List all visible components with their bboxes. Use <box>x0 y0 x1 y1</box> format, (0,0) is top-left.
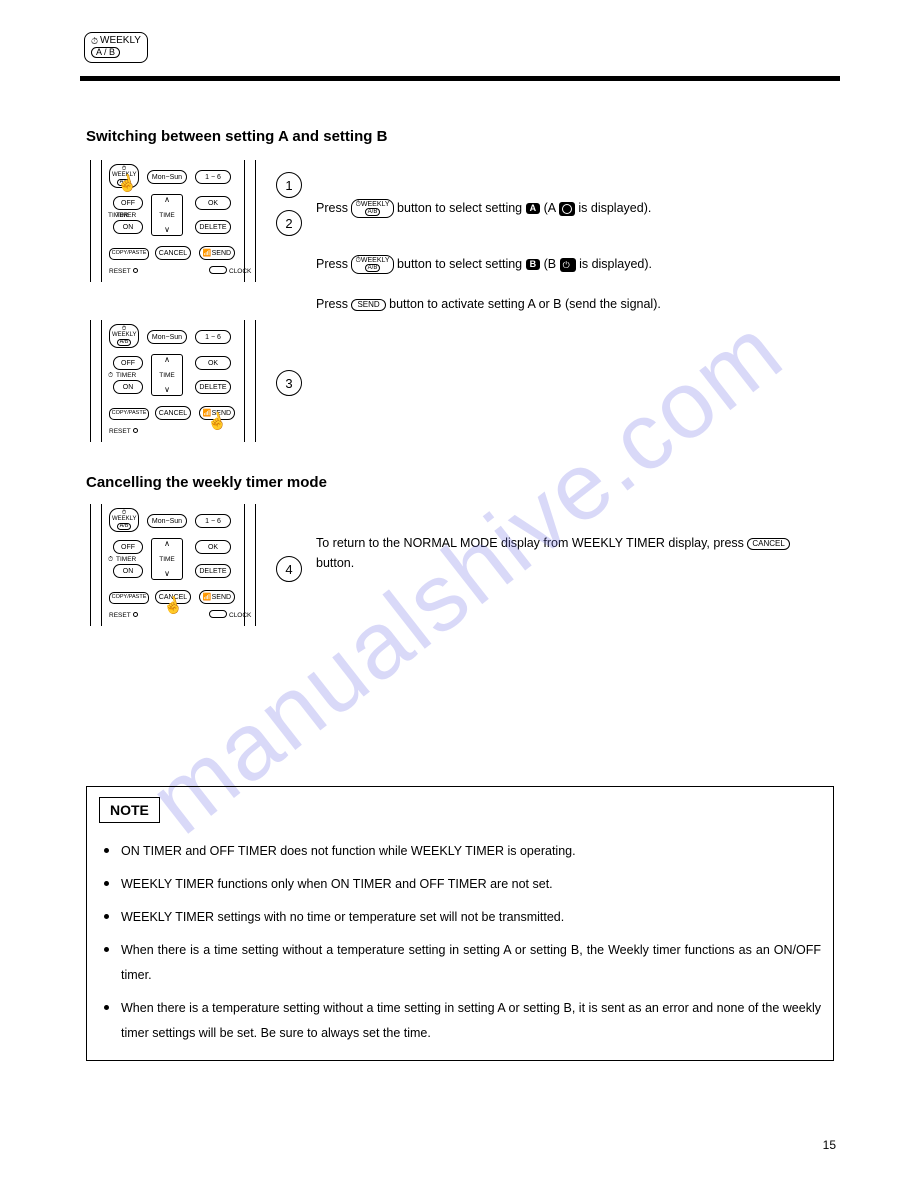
section1-title: Switching between setting A and setting … <box>86 128 387 145</box>
remote3-off: OFF <box>113 540 143 554</box>
note-label: NOTE <box>99 797 160 823</box>
step1-text: Press ⏱WEEKLYA/B button to select settin… <box>316 198 836 218</box>
note-item: WEEKLY TIMER settings with no time or te… <box>121 897 821 930</box>
header-badge-ab: A / B <box>91 47 120 58</box>
step3-text: Press SEND button to activate setting A … <box>316 294 836 314</box>
remote1-copypaste: COPY/PASTE <box>109 248 149 260</box>
step4-text: To return to the NORMAL MODE display fro… <box>316 533 836 573</box>
remote1-reset-label: RESET <box>109 268 131 275</box>
remote1-weekly: ⏱WEEKLYA/B <box>109 164 139 188</box>
page-number: 15 <box>823 1138 836 1152</box>
remote2-send: 📶SEND <box>199 406 235 420</box>
remote1-16: 1 − 6 <box>195 170 231 184</box>
step-1-circle: 1 <box>276 172 302 198</box>
note-box: NOTE ON TIMER and OFF TIMER does not fun… <box>86 786 834 1061</box>
remote3-on: ON <box>113 564 143 578</box>
remote3-ok: OK <box>195 540 231 554</box>
remote2-weekly: ⏱WEEKLYA/B <box>109 324 139 348</box>
step-3-circle: 3 <box>276 370 302 396</box>
remote1-on: ON <box>113 220 143 234</box>
step-4-circle: 4 <box>276 556 302 582</box>
step-2-circle: 2 <box>276 210 302 236</box>
remote2-16: 1 − 6 <box>195 330 231 344</box>
header-rule <box>80 76 840 81</box>
section2-title: Cancelling the weekly timer mode <box>86 474 327 491</box>
remote3-delete: DELETE <box>195 564 231 578</box>
remote1-clock-label: CLOCK <box>229 268 251 275</box>
remote2-on: ON <box>113 380 143 394</box>
remote3-send: 📶SEND <box>199 590 235 604</box>
remote1-clock-btn <box>209 266 227 274</box>
note-list: ON TIMER and OFF TIMER does not function… <box>99 831 821 1046</box>
note-item: ON TIMER and OFF TIMER does not function… <box>121 831 821 864</box>
remote3-16: 1 − 6 <box>195 514 231 528</box>
remote3-monsun: Mon−Sun <box>147 514 187 528</box>
remote1-time: ∧TIME∨ <box>151 194 183 236</box>
remote3-time: ∧TIME∨ <box>151 538 183 580</box>
remote1-delete: DELETE <box>195 220 231 234</box>
inline-B-badge: B <box>526 259 541 270</box>
remote2-off: OFF <box>113 356 143 370</box>
remote2-ok: OK <box>195 356 231 370</box>
remote1-ok: OK <box>195 196 231 210</box>
remote2-copypaste: COPY/PASTE <box>109 408 149 420</box>
inline-send-badge: SEND <box>351 299 385 311</box>
remote2-monsun: Mon−Sun <box>147 330 187 344</box>
inline-weekly-badge-1: ⏱WEEKLYA/B <box>351 199 393 218</box>
remote3-weekly: ⏱WEEKLYA/B <box>109 508 139 532</box>
remote1-monsun: Mon−Sun <box>147 170 187 184</box>
remote2-delete: DELETE <box>195 380 231 394</box>
note-item: WEEKLY TIMER functions only when ON TIME… <box>121 864 821 897</box>
remote3-copypaste: COPY/PASTE <box>109 592 149 604</box>
inline-cancel-badge: CANCEL <box>747 538 789 550</box>
inline-A-badge: A <box>526 203 541 214</box>
remote1-off: OFF <box>113 196 143 210</box>
remote1-send: 📶SEND <box>199 246 235 260</box>
remote1-reset-dot <box>133 268 138 273</box>
remote3-cancel: CANCEL <box>155 590 191 604</box>
remote-figure-2: ⏱WEEKLYA/B Mon−Sun 1 − 6 OFF TIMER ⏱ ON … <box>90 320 256 442</box>
note-item: When there is a temperature setting with… <box>121 988 821 1046</box>
remote2-time: ∧TIME∨ <box>151 354 183 396</box>
remote2-cancel: CANCEL <box>155 406 191 420</box>
remote-figure-1: ⏱WEEKLYA/B Mon−Sun 1 − 6 OFF TIMER TIMER… <box>90 160 256 282</box>
remote1-cancel: CANCEL <box>155 246 191 260</box>
inline-clock-icon-1 <box>559 202 575 216</box>
header-weekly-badge: ⏱WEEKLY A / B <box>84 32 148 63</box>
header-badge-text: WEEKLY <box>100 36 141 46</box>
step2-text: Press ⏱WEEKLYA/B button to select settin… <box>316 254 836 274</box>
inline-weekly-badge-2: ⏱WEEKLYA/B <box>351 255 393 274</box>
remote-figure-3: ⏱WEEKLYA/B Mon−Sun 1 − 6 OFF TIMER ⏱ ON … <box>90 504 256 626</box>
inline-power-icon <box>560 258 576 272</box>
note-item: When there is a time setting without a t… <box>121 930 821 988</box>
